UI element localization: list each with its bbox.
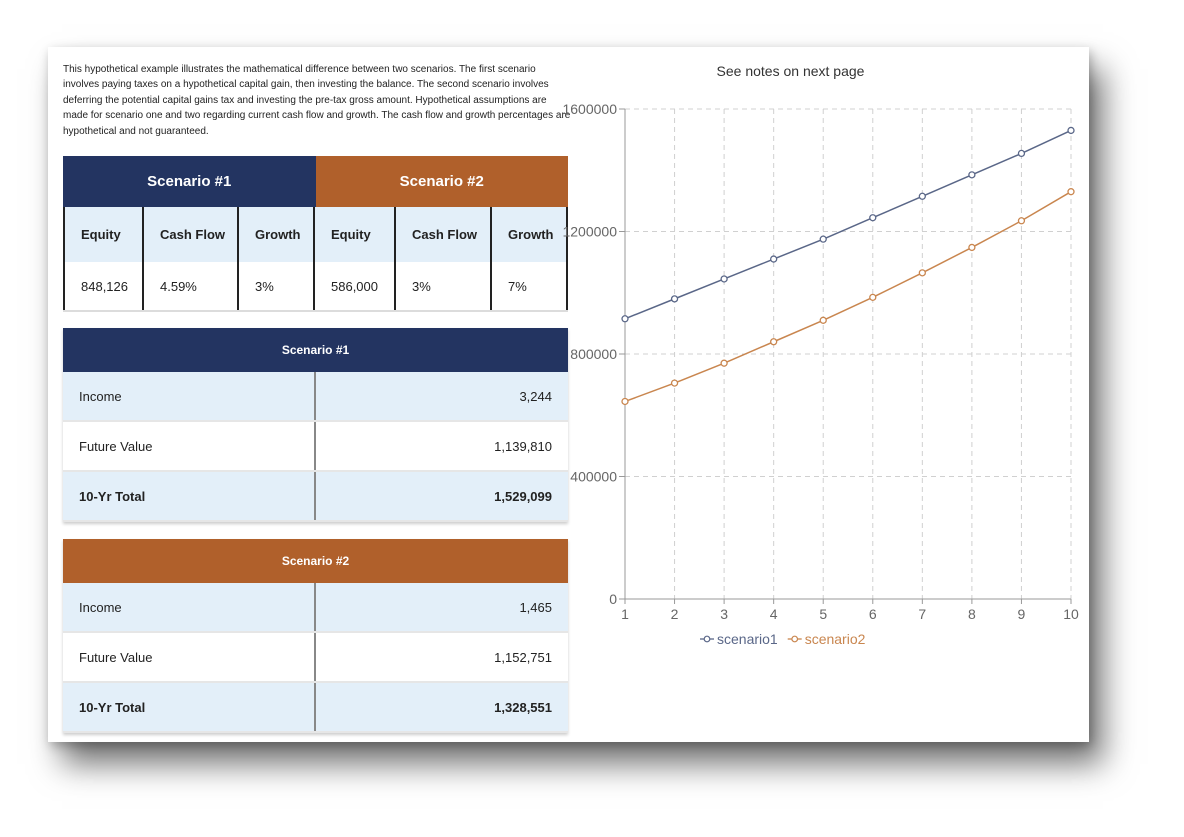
col-header-growth-1: Growth	[239, 207, 315, 262]
table-row: Income 1,465	[63, 583, 568, 633]
assumptions-value-row: 848,126 4.59% 3% 586,000 3% 7%	[63, 262, 568, 312]
x-tick-label: 5	[819, 606, 827, 622]
report-page: This hypothetical example illustrates th…	[48, 47, 1089, 742]
scenario-1-header: Scenario #1	[63, 156, 316, 207]
x-tick-label: 9	[1018, 606, 1026, 622]
data-point-scenario2	[1017, 217, 1026, 225]
y-tick-label: 1200000	[562, 224, 617, 240]
data-point-scenario2	[819, 316, 827, 324]
data-point-scenario1	[1067, 126, 1075, 135]
data-point-scenario1	[770, 255, 778, 263]
x-tick-label: 1	[621, 606, 629, 622]
x-tick-label: 2	[671, 606, 679, 622]
scenario-header-row: Scenario #1 Scenario #2	[63, 156, 568, 207]
table-row: 10-Yr Total 1,529,099	[63, 472, 568, 522]
scenario-2-results-table: Scenario #2 Income 1,465 Future Value 1,…	[63, 539, 568, 733]
legend-swatch-marker	[703, 635, 711, 643]
data-point-scenario2	[968, 243, 976, 252]
value-growth-2: 7%	[492, 262, 568, 310]
row-label: 10-Yr Total	[63, 472, 316, 520]
table-row: Future Value 1,152,751	[63, 633, 568, 683]
data-point-scenario1	[968, 171, 976, 179]
legend-swatch-marker	[791, 635, 799, 643]
series-line-scenario1	[624, 129, 1072, 320]
row-value: 1,152,751	[494, 649, 552, 665]
x-tick-label: 6	[869, 606, 877, 622]
data-point-scenario1	[670, 295, 679, 303]
x-tick-label: 4	[770, 606, 778, 622]
value-cashflow-2: 3%	[396, 262, 492, 310]
chart-title: See notes on next page	[716, 63, 865, 79]
row-label: Income	[63, 583, 316, 631]
row-value: 1,465	[519, 599, 552, 615]
row-label: Future Value	[63, 633, 316, 681]
data-point-scenario1	[918, 192, 926, 200]
x-tick-label: 7	[918, 606, 926, 622]
data-point-scenario1	[621, 315, 629, 323]
scenario-assumptions-table: Scenario #1 Scenario #2 Equity Cash Flow…	[63, 156, 568, 312]
row-label: Future Value	[63, 422, 316, 470]
line-chart: 0 400000 800000 1200000 1600000 1 2 3 4 5 6 7 8 9 10 sc…	[562, 101, 1079, 647]
row-value: 3,244	[519, 388, 552, 404]
col-header-growth-2: Growth	[492, 207, 568, 262]
x-tick-label: 8	[968, 606, 976, 622]
data-point-scenario2	[670, 379, 679, 387]
table-row: Future Value 1,139,810	[63, 422, 568, 472]
col-header-equity-1: Equity	[63, 207, 144, 262]
scenario-1-results-table: Scenario #1 Income 3,244 Future Value 1,…	[63, 328, 568, 522]
data-point-scenario2	[770, 338, 778, 346]
data-point-scenario2	[621, 397, 629, 406]
data-point-scenario2	[918, 269, 926, 277]
intro-paragraph: This hypothetical example illustrates th…	[63, 64, 571, 137]
data-point-scenario2	[720, 359, 728, 367]
value-cashflow-1: 4.59%	[144, 262, 239, 310]
table-row: 10-Yr Total 1,328,551	[63, 683, 568, 733]
y-tick-label: 400000	[570, 469, 617, 485]
row-value: 1,328,551	[494, 699, 552, 715]
assumptions-header-row: Equity Cash Flow Growth Equity Cash Flow…	[63, 207, 568, 262]
value-equity-2: 586,000	[315, 262, 396, 310]
data-point-scenario2	[1067, 188, 1075, 196]
row-label: 10-Yr Total	[63, 683, 316, 731]
col-header-equity-2: Equity	[315, 207, 396, 262]
value-growth-1: 3%	[239, 262, 315, 310]
x-tick-label: 10	[1063, 606, 1079, 622]
y-tick-label: 0	[609, 591, 617, 607]
data-point-scenario1	[819, 235, 827, 243]
y-tick-label: 800000	[570, 346, 617, 362]
data-point-scenario1	[869, 214, 877, 222]
value-equity-1: 848,126	[63, 262, 144, 310]
scenario-2-header: Scenario #2	[315, 156, 568, 207]
series-line-scenario2	[624, 191, 1072, 403]
legend-label-scenario1: scenario1	[717, 631, 778, 647]
table-row: Income 3,244	[63, 372, 568, 422]
row-value: 1,139,810	[494, 438, 552, 454]
x-tick-label: 3	[720, 606, 728, 622]
col-header-cashflow-1: Cash Flow	[144, 207, 239, 262]
y-tick-label: 1600000	[562, 101, 617, 117]
scenario-2-results-title: Scenario #2	[63, 539, 568, 583]
data-point-scenario2	[869, 293, 877, 301]
legend-label-scenario2: scenario2	[805, 631, 866, 647]
row-value: 1,529,099	[494, 488, 552, 504]
scenario-1-results-title: Scenario #1	[63, 328, 568, 372]
data-point-scenario1	[1017, 149, 1026, 158]
data-point-scenario1	[720, 275, 728, 283]
row-label: Income	[63, 372, 316, 420]
col-header-cashflow-2: Cash Flow	[396, 207, 492, 262]
